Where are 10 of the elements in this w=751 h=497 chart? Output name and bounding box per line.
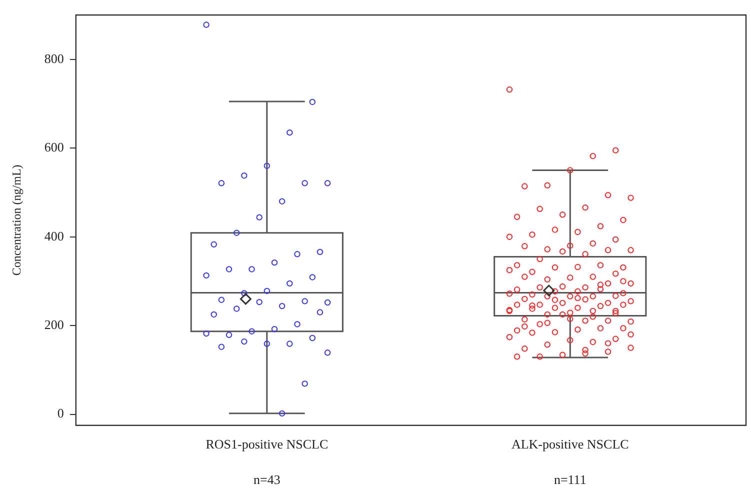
y-tick-label: 200 xyxy=(44,316,64,332)
y-axis-title: Concentration (ng/mL) xyxy=(9,164,24,276)
y-tick-label: 400 xyxy=(44,228,64,244)
text: n=111 xyxy=(554,472,586,487)
x-tick-label: ALK-positive NSCLC xyxy=(511,436,629,452)
y-tick-label: 0 xyxy=(57,406,64,421)
x-tick-label: ROS1-positive NSCLC xyxy=(206,436,328,452)
y-tick-label: 800 xyxy=(44,50,64,66)
y-tick-label: 600 xyxy=(44,140,64,155)
text: n=43 xyxy=(254,472,280,487)
